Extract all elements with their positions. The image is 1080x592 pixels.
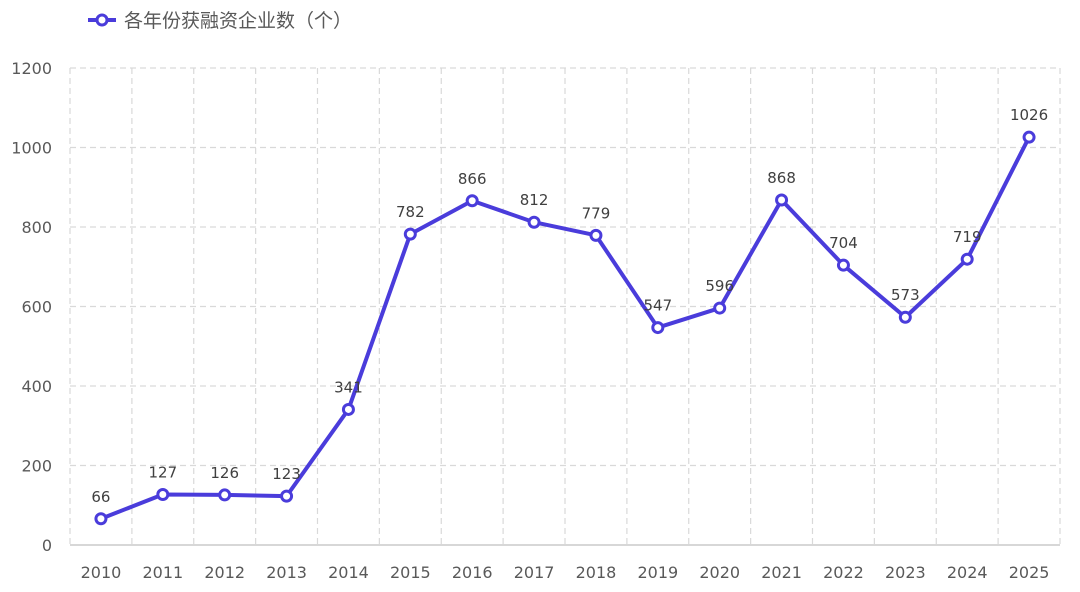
x-tick-label: 2011 [142,563,183,582]
x-tick-label: 2012 [204,563,245,582]
data-label: 126 [210,464,239,482]
data-label: 127 [148,464,177,482]
data-label: 547 [643,297,672,315]
data-label: 719 [953,228,982,246]
legend-series-label: 各年份获融资企业数（个） [124,10,352,32]
data-point [836,258,850,272]
data-point [527,215,541,229]
data-point [341,402,355,416]
y-tick-label: 800 [21,218,52,237]
data-label: 866 [458,170,487,188]
data-point [775,193,789,207]
data-label: 779 [582,204,611,222]
data-point [218,488,232,502]
x-axis-ticks: 2010 2011 2012 2013 2014 2015 2016 2017 2018 2019… [81,563,1050,582]
data-label: 596 [705,277,734,295]
legend: 各年份获融资企业数（个） [88,10,352,32]
y-tick-label: 400 [21,377,52,396]
data-label: 66 [91,488,110,506]
x-tick-label: 2013 [266,563,307,582]
x-tick-label: 2017 [514,563,555,582]
y-tick-label: 600 [21,298,52,317]
data-label: 1026 [1010,106,1048,124]
data-point [280,489,294,503]
y-tick-label: 1000 [11,139,52,158]
data-label: 341 [334,378,363,396]
data-labels: 66 127 126 123 341 782 866 812 779 547 596 868 704 57… [91,106,1048,506]
x-tick-label: 2023 [885,563,926,582]
x-tick-label: 2024 [947,563,988,582]
y-tick-label: 1200 [11,59,52,78]
data-point [156,488,170,502]
data-point [1022,130,1036,144]
y-axis-ticks: 0 200 400 600 800 1000 1200 [11,59,52,555]
data-point [651,321,665,335]
x-tick-label: 2021 [761,563,802,582]
data-point [713,301,727,315]
x-tick-label: 2015 [390,563,431,582]
data-point [403,227,417,241]
data-point [94,512,108,526]
x-tick-label: 2010 [81,563,122,582]
x-tick-label: 2014 [328,563,369,582]
data-point [589,228,603,242]
x-tick-label: 2022 [823,563,864,582]
data-label: 123 [272,465,301,483]
data-label: 812 [520,191,549,209]
grid-lines [69,67,1061,545]
x-tick-label: 2016 [452,563,493,582]
data-label: 782 [396,203,425,221]
data-label: 868 [767,169,796,187]
data-point [465,194,479,208]
y-tick-label: 200 [21,457,52,476]
y-tick-label: 0 [42,536,52,555]
legend-marker-icon [95,13,109,27]
data-label: 704 [829,234,858,252]
series-line [100,136,1031,521]
x-tick-label: 2025 [1009,563,1050,582]
data-label: 573 [891,286,920,304]
data-point [898,310,912,324]
x-tick-label: 2019 [637,563,678,582]
x-tick-label: 2020 [699,563,740,582]
data-point [960,252,974,266]
x-tick-label: 2018 [576,563,617,582]
series-layer [94,130,1036,526]
